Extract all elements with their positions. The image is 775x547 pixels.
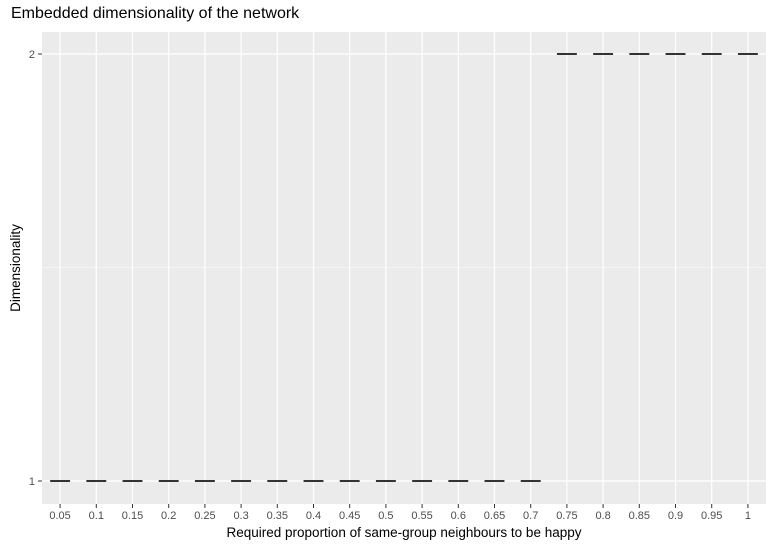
box-series [50,53,758,482]
x-tick-label: 0.35 [267,510,288,522]
x-tick-label: 0.1 [89,510,104,522]
x-tick-label: 0.3 [233,510,248,522]
x-tick-label: 0.75 [556,510,577,522]
x-tick-label: 0.4 [306,510,321,522]
x-tick-label: 0.15 [122,510,143,522]
x-tick-label: 0.5 [378,510,393,522]
y-tick-label: 2 [29,49,35,61]
x-tick-label: 0.2 [161,510,176,522]
x-tick-label: 0.05 [49,510,70,522]
x-tick-label: 0.95 [701,510,722,522]
x-tick-label: 0.65 [484,510,505,522]
x-tick-label: 0.25 [194,510,215,522]
y-tick-label: 1 [29,476,35,488]
x-tick-label: 0.85 [629,510,650,522]
x-tick-label: 0.9 [668,510,683,522]
x-axis-title: Required proportion of same-group neighb… [227,525,582,540]
x-tick-label: 0.7 [523,510,538,522]
x-tick-label: 0.45 [339,510,360,522]
x-tick-label: 0.6 [451,510,466,522]
x-tick-label: 1 [745,510,751,522]
y-axis-title: Dimensionality [8,224,23,312]
x-axis-ticks: 0.05 0.1 0.15 0.2 0.25 0.3 0.35 0.4 0.45 0.5 0.55 0… [49,504,751,522]
x-tick-label: 0.8 [595,510,610,522]
x-tick-label: 0.55 [411,510,432,522]
plot-panel [42,32,766,504]
chart-title: Embedded dimensionality of the network [11,5,300,22]
major-gridlines [42,32,766,504]
y-axis-ticks: 12 [29,49,42,488]
